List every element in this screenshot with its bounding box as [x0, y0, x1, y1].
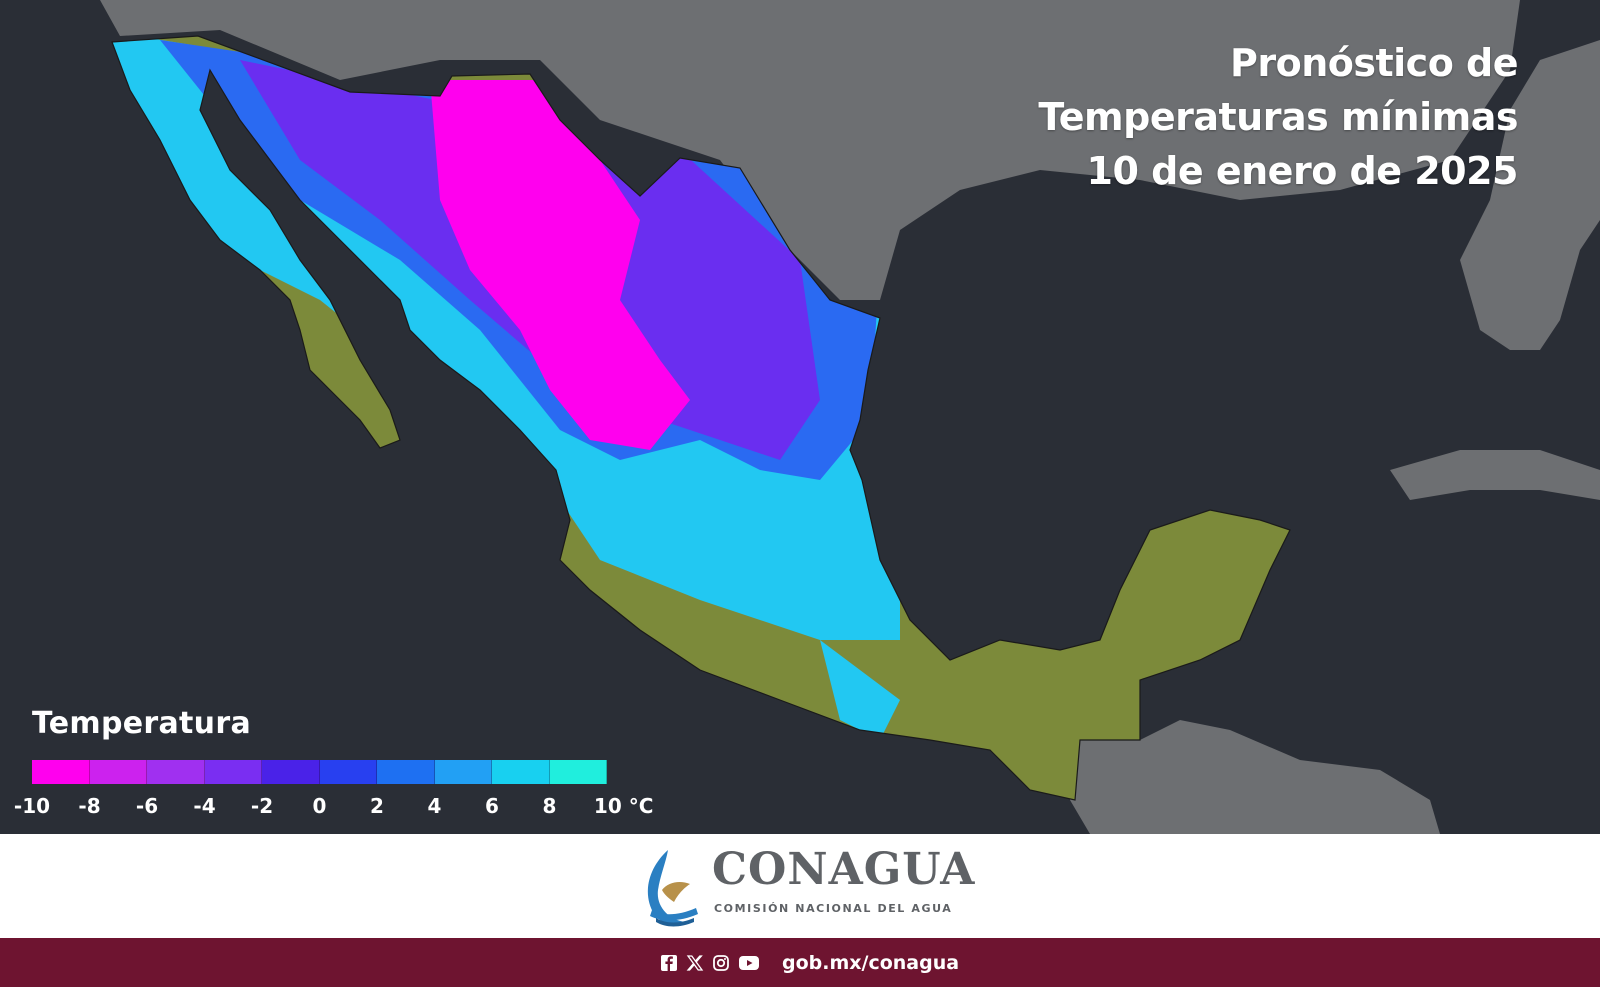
instagram-icon[interactable]	[712, 954, 730, 972]
map-svg	[0, 0, 1600, 834]
legend-swatch	[262, 760, 320, 784]
legend-tick-label: 2	[370, 794, 384, 818]
legend-swatch	[319, 760, 377, 784]
youtube-icon[interactable]	[738, 954, 760, 972]
legend-tick-label: -2	[250, 794, 274, 818]
legend-tick-label: -8	[78, 794, 101, 818]
temperature-map: Pronóstico de Temperaturas mínimas 10 de…	[0, 0, 1600, 834]
legend-tick-label: -4	[193, 794, 216, 818]
legend-ticks: -10 -8 -6 -4 -2 0 2 4 6 8 10 °C	[14, 794, 660, 824]
central-america-land	[1070, 720, 1440, 834]
legend-swatch	[147, 760, 205, 784]
title-line-2: Temperaturas mínimas	[1038, 95, 1518, 139]
legend-swatch	[434, 760, 492, 784]
conagua-subtitle: COMISIÓN NACIONAL DEL AGUA	[714, 902, 953, 915]
mild-patch-south	[820, 640, 900, 740]
conagua-name: CONAGUA	[712, 844, 976, 895]
legend-tick-label: 8	[542, 794, 557, 818]
legend-swatch	[549, 760, 607, 784]
legend-swatch	[32, 760, 90, 784]
legend-tick-label: -6	[135, 794, 159, 818]
usa-land	[100, 0, 1520, 300]
legend-tick-label: 10 °C	[593, 794, 654, 818]
legend-title: Temperatura	[32, 706, 251, 741]
footer-url-link[interactable]: gob.mx/conagua	[782, 951, 960, 974]
legend-swatch	[492, 760, 550, 784]
legend-tick-label: 4	[427, 794, 442, 818]
cuba-land	[1390, 450, 1600, 500]
footer-bar: gob.mx/conagua	[0, 938, 1600, 987]
map-title: Pronóstico de Temperaturas mínimas 10 de…	[1038, 36, 1518, 198]
facebook-icon[interactable]	[660, 954, 678, 972]
title-line-1: Pronóstico de	[1230, 41, 1518, 85]
legend-color-bar	[32, 760, 607, 784]
legend-swatch	[89, 760, 147, 784]
x-icon[interactable]	[686, 954, 704, 972]
very-cold-zone	[430, 80, 690, 450]
temperature-legend: Temperatura -10 -8 -6 -4 -2 0 2 4 6 8 10 °C	[14, 702, 660, 830]
legend-swatch	[204, 760, 262, 784]
conagua-logo-icon	[647, 850, 698, 927]
legend-tick-label: -10	[13, 794, 51, 818]
legend-tick-label: 6	[485, 794, 499, 818]
title-line-3: 10 de enero de 2025	[1086, 149, 1519, 193]
logo-band: CONAGUA COMISIÓN NACIONAL DEL AGUA	[0, 834, 1600, 938]
legend-swatch	[377, 760, 435, 784]
legend-tick-label: 0	[312, 794, 327, 818]
